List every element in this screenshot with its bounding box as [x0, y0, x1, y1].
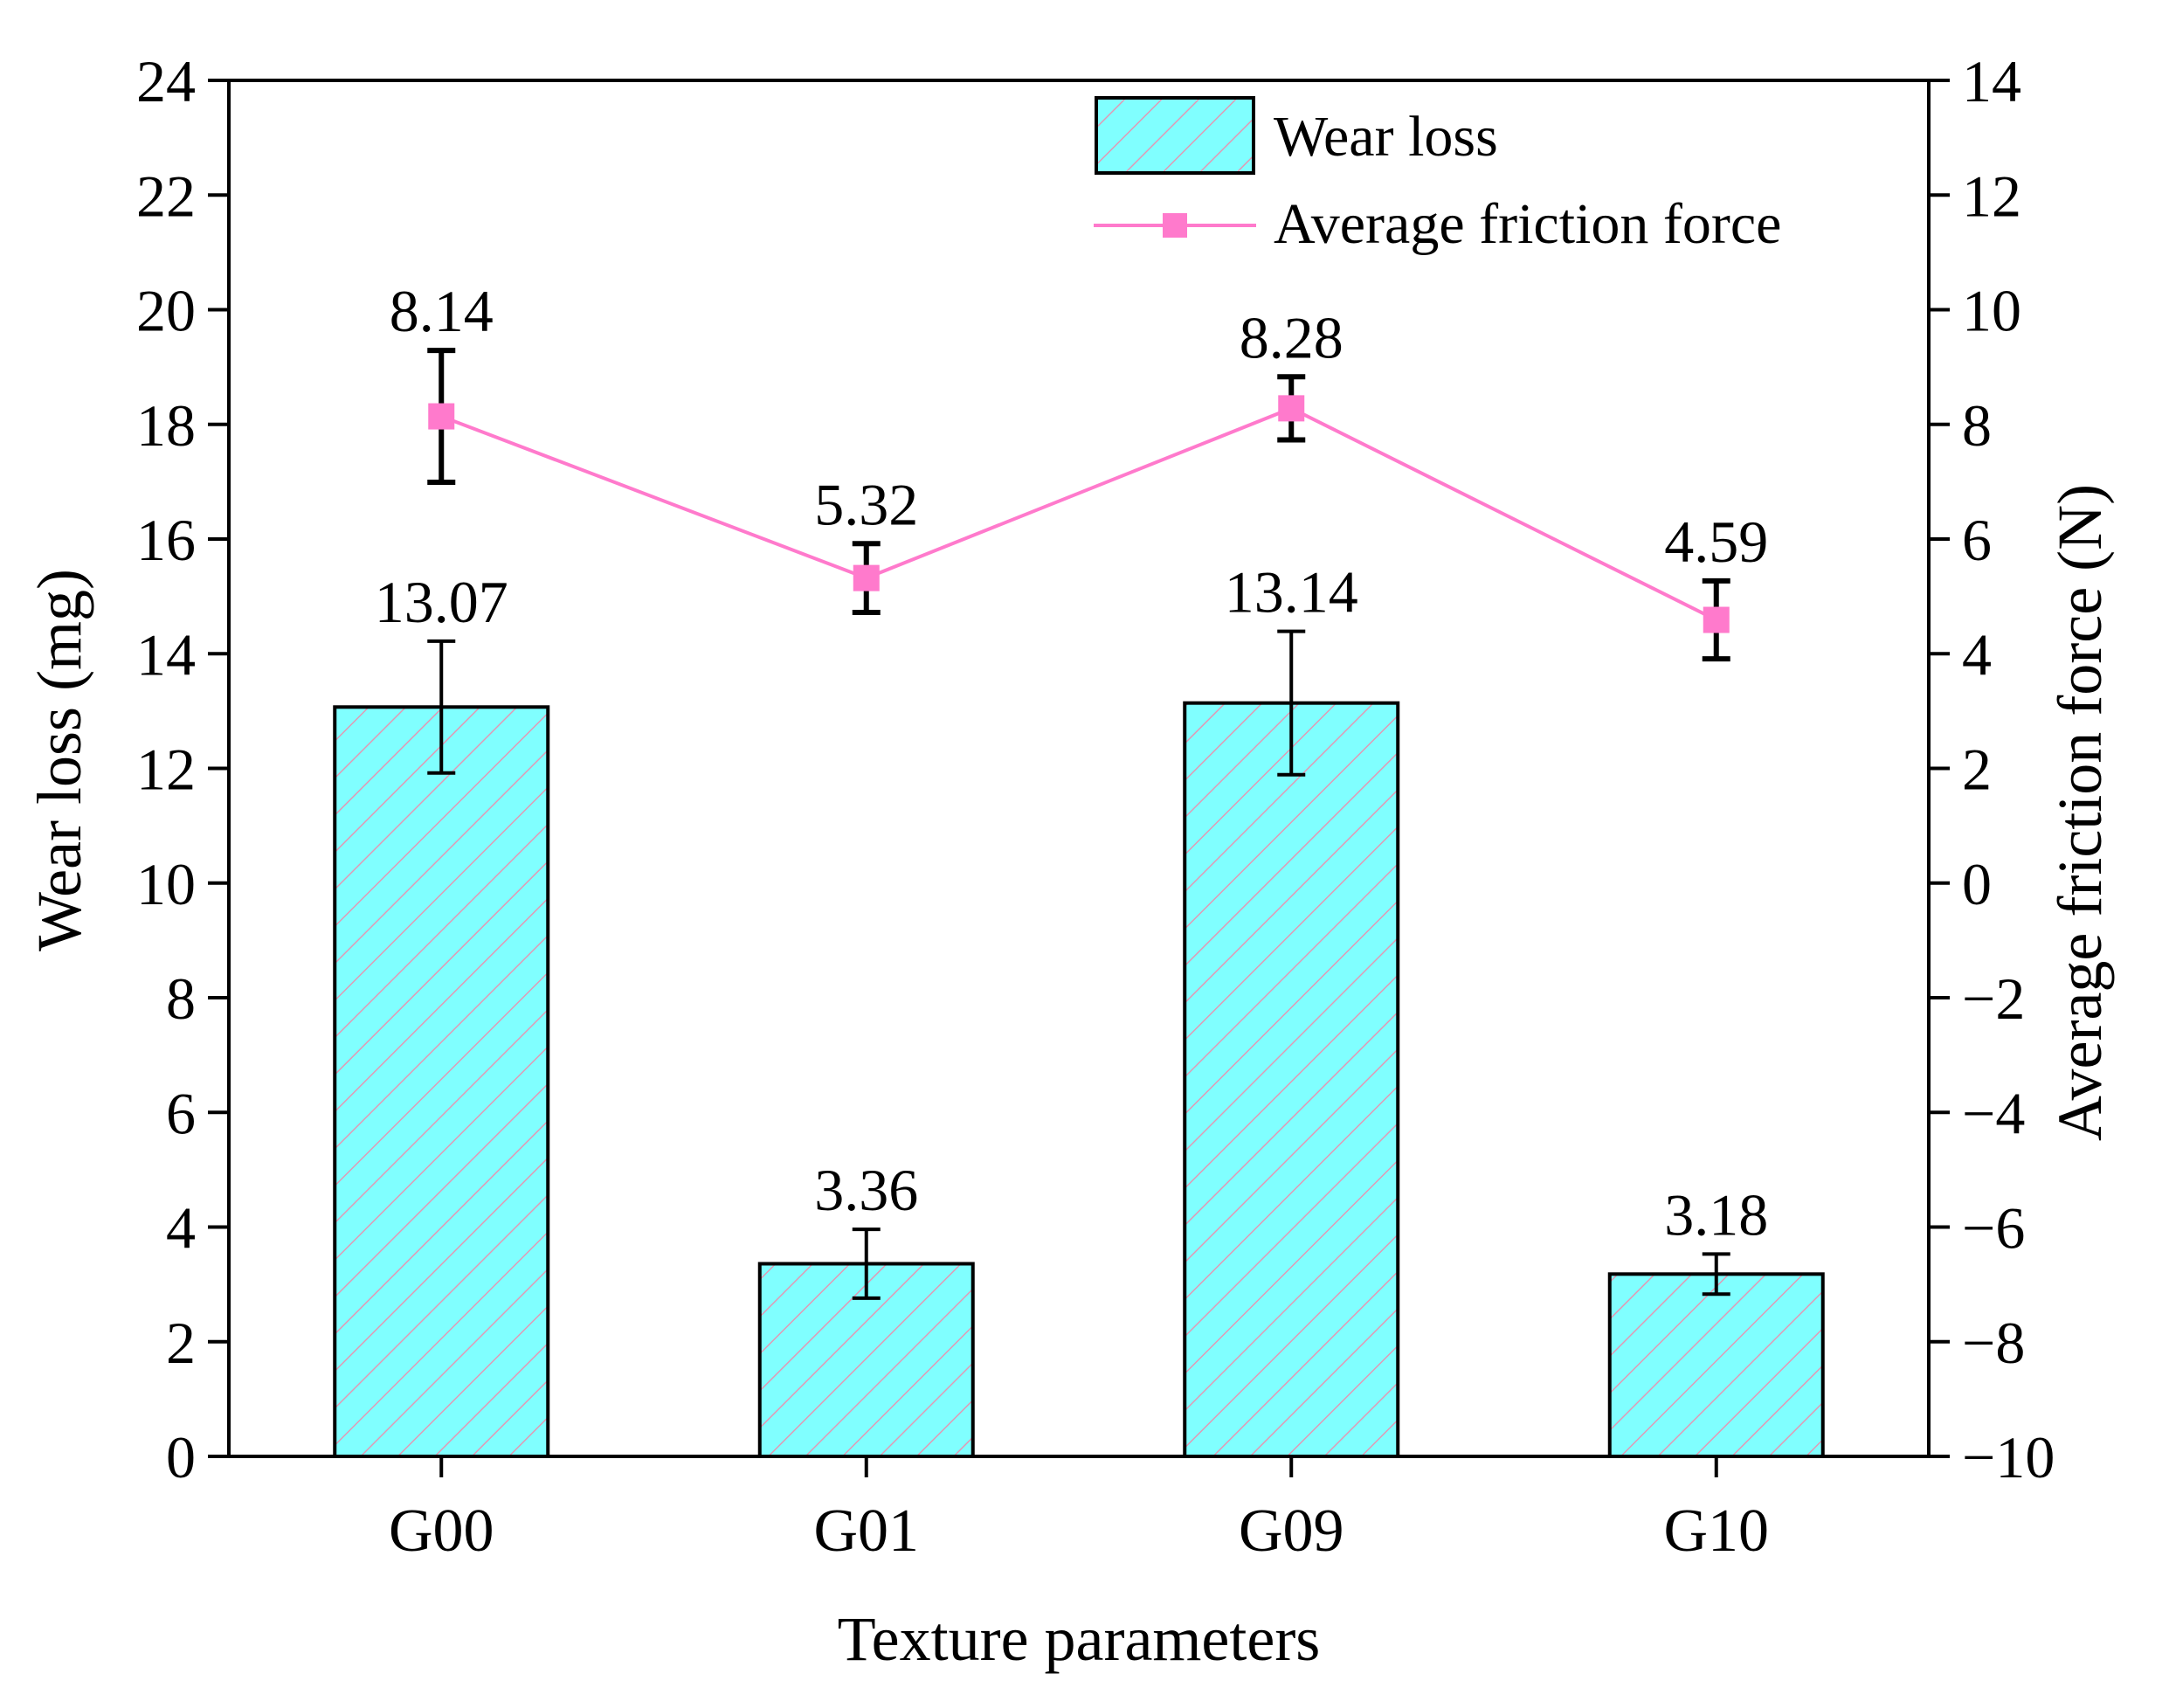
x-tick-label-g01: G01: [813, 1497, 919, 1565]
legend-swatch-wear-loss: [1095, 96, 1255, 175]
x-axis-label: Texture parameters: [838, 1604, 1321, 1674]
legend-marker-friction: [1163, 213, 1187, 238]
y-right-tick-label: −6: [1962, 1195, 2025, 1262]
bar-value-label: 3.18: [1664, 1181, 1768, 1248]
y-left-tick-label: 0: [166, 1424, 196, 1490]
y-left-tick-label: 18: [136, 392, 196, 459]
y-left-tick-label: 8: [166, 965, 196, 1032]
y-left-tick-label: 10: [136, 851, 196, 917]
y-left-tick-label: 20: [136, 278, 196, 344]
y-left-tick-label: 12: [136, 736, 196, 803]
y-left-tick-label: 24: [136, 48, 196, 114]
legend-label-friction: Average friction force: [1274, 192, 1781, 256]
y-axis-left-label: Wear loss (mg): [24, 569, 94, 951]
friction-value-label: 4.59: [1664, 508, 1768, 575]
y-right-tick-label: 4: [1962, 621, 1992, 688]
friction-point-g01: [853, 564, 880, 591]
bar-g00: [333, 705, 550, 1458]
line-layer: [427, 348, 1730, 662]
y-left-tick-label: 14: [136, 621, 196, 688]
y-right-tick-label: 8: [1962, 392, 1992, 459]
x-tick-label-g00: G00: [389, 1497, 494, 1565]
y-right-tick-label: 6: [1962, 507, 1992, 573]
y-left-tick-label: 4: [166, 1195, 196, 1262]
y-right-tick-label: 2: [1962, 736, 1992, 803]
y-axis-right-label: Average friction force (N): [2045, 484, 2115, 1141]
friction-point-g10: [1703, 606, 1730, 633]
y-right-tick-label: −4: [1962, 1080, 2025, 1146]
legend: Wear loss Average friction force: [1094, 96, 1781, 256]
friction-series-line: [440, 406, 1717, 622]
y-right-tick-label: 14: [1962, 48, 2021, 114]
x-tick-label-g10: G10: [1663, 1497, 1769, 1565]
bar-value-label: 3.36: [814, 1157, 918, 1223]
friction-value-label: 8.14: [390, 278, 494, 344]
y-right-tick-label: −8: [1962, 1310, 2025, 1376]
bar-value-label: 13.14: [1225, 559, 1358, 626]
y-left-tick-label: 22: [136, 163, 196, 229]
friction-point-g09: [1278, 395, 1305, 422]
bar-value-label: 13.07: [375, 569, 508, 635]
x-tick-label-g09: G09: [1239, 1497, 1344, 1565]
y-left-tick-label: 16: [136, 507, 196, 573]
bar-g10: [1607, 1272, 1825, 1458]
y-left-tick-label: 6: [166, 1080, 196, 1146]
friction-point-g00: [428, 403, 455, 430]
axes-layer: 024681012141618202224−10−8−6−4−202468101…: [136, 48, 2055, 1565]
friction-value-label: 8.28: [1240, 304, 1343, 370]
y-right-tick-label: 12: [1962, 163, 2021, 229]
y-right-tick-label: −10: [1962, 1424, 2055, 1490]
y-left-tick-label: 2: [166, 1310, 196, 1376]
legend-label-wear-loss: Wear loss: [1274, 105, 1498, 169]
data-labels-layer: 13.07 3.36 13.14 3.18 8.14 5.32 8.28 4.59: [375, 278, 1769, 1248]
bar-g09: [1183, 701, 1400, 1458]
y-right-tick-label: 10: [1962, 278, 2021, 344]
bar-layer: [333, 629, 1825, 1458]
y-right-tick-label: −2: [1962, 965, 2025, 1032]
friction-value-label: 5.32: [814, 471, 918, 537]
y-right-tick-label: 0: [1962, 851, 1992, 917]
